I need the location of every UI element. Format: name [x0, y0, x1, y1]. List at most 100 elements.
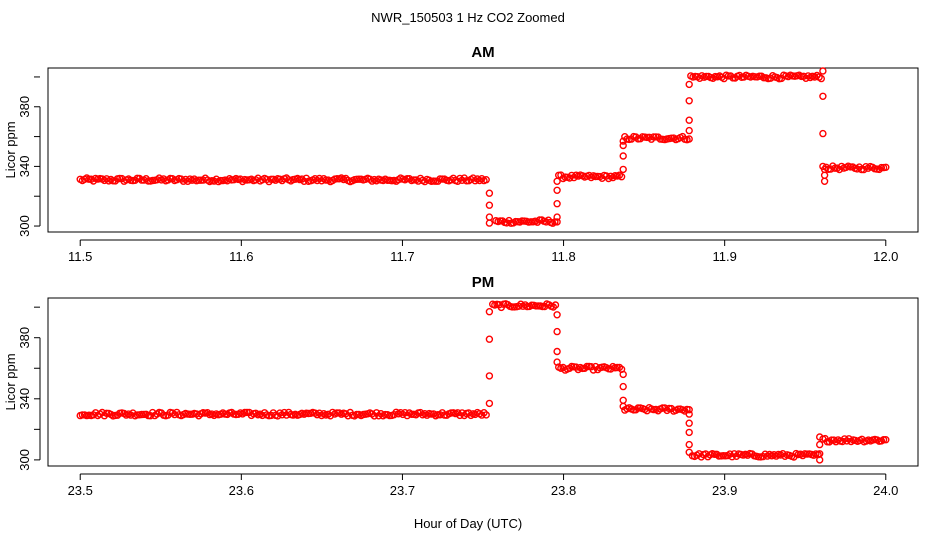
- pm-data-point: [515, 302, 523, 310]
- pm-transition-point: [553, 311, 561, 319]
- pm-transition-point: [685, 448, 693, 456]
- pm-y-tick-label: 380: [17, 327, 32, 349]
- am-transition-point: [619, 141, 627, 150]
- am-data-point: [553, 218, 561, 226]
- am-transition-point: [685, 97, 693, 105]
- am-x-tick-label: 11.9: [712, 249, 736, 264]
- pm-transition-point: [685, 419, 693, 427]
- pm-panel: PM 23.5 23.6 23.7 23.8 23.9 24.0 300 340 380 Licor…: [3, 274, 919, 498]
- am-transition-point: [553, 177, 561, 186]
- main-title: NWR_150503 1 Hz CO2 Zoomed: [371, 10, 565, 25]
- pm-transition-point: [685, 428, 693, 437]
- am-y-axis-label: Licor ppm: [3, 121, 18, 178]
- am-transition-point: [619, 165, 627, 174]
- am-panel: AM 11.5 11.6 11.7 11.8 11.9 12.0 300 340 380 Licor…: [3, 44, 919, 264]
- am-data-point: [184, 177, 192, 186]
- am-data-point: [882, 163, 890, 172]
- am-transition-point: [819, 129, 827, 138]
- am-data-point: [194, 176, 203, 184]
- am-transition-point: [485, 219, 494, 227]
- am-transition-point: [820, 177, 829, 186]
- pm-data-point: [551, 301, 560, 309]
- am-transition-point: [485, 189, 494, 197]
- pm-data-point: [416, 408, 425, 417]
- am-data-point: [877, 163, 886, 172]
- am-transition-point: [485, 213, 494, 221]
- pm-transition-point: [685, 410, 693, 418]
- am-data-point: [817, 74, 825, 83]
- am-data-points: [76, 67, 890, 227]
- am-transition-point: [685, 80, 693, 89]
- pm-transition-point: [619, 370, 627, 379]
- pm-data-point: [583, 362, 591, 371]
- pm-data-point: [480, 409, 488, 417]
- pm-transition-point: [553, 347, 561, 356]
- pm-transition-point: [816, 450, 824, 458]
- pm-x-tick-label: 24.0: [873, 483, 898, 498]
- pm-x-tick-label: 23.9: [712, 483, 737, 498]
- pm-transition-point: [816, 433, 824, 441]
- pm-transition-point: [619, 396, 627, 404]
- am-x-tick-label: 12.0: [873, 249, 898, 264]
- am-data-point: [298, 175, 306, 183]
- am-transition-point: [553, 213, 561, 221]
- am-transition-point: [619, 137, 627, 145]
- am-x-tick-label: 11.6: [229, 249, 253, 264]
- am-data-point: [403, 174, 411, 183]
- pm-data-point: [882, 436, 890, 444]
- am-data-point: [650, 133, 658, 141]
- am-data-point: [755, 72, 764, 80]
- pm-transition-point: [485, 308, 494, 316]
- am-x-tick-label: 11.8: [551, 249, 575, 264]
- pm-transition-point: [619, 382, 627, 391]
- pm-plot-frame: [47, 297, 919, 467]
- pm-y-tick-label: 340: [17, 388, 32, 410]
- am-transition-point: [685, 126, 693, 135]
- pm-data-point: [482, 411, 490, 419]
- am-data-point: [685, 135, 693, 143]
- am-transition-point: [485, 201, 494, 209]
- am-transition-point: [553, 199, 561, 208]
- pm-data-point: [710, 450, 719, 458]
- pm-transition-point: [553, 327, 561, 336]
- pm-data-point: [170, 410, 179, 419]
- am-plot-frame: [47, 67, 919, 233]
- pm-transition-point: [485, 372, 494, 380]
- am-data-point: [846, 163, 855, 171]
- pm-data-point: [634, 404, 642, 412]
- pm-panel-title: PM: [472, 274, 495, 291]
- am-panel-title: AM: [471, 44, 494, 61]
- am-transition-point: [819, 92, 827, 101]
- pm-x-tick-label: 23.6: [229, 483, 254, 498]
- am-data-point: [535, 216, 544, 224]
- pm-transition-point: [553, 358, 561, 366]
- pm-y-axis-label: Licor ppm: [3, 353, 18, 410]
- pm-data-point: [278, 411, 286, 419]
- pm-data-point: [685, 406, 693, 414]
- pm-data-point: [879, 436, 888, 444]
- x-axis-label: Hour of Day (UTC): [414, 516, 522, 531]
- pm-transition-point: [685, 440, 693, 449]
- pm-x-tick-label: 23.5: [68, 483, 93, 498]
- am-x-tick-label: 11.5: [68, 249, 92, 264]
- pm-transition-point: [619, 402, 627, 411]
- am-data-point: [482, 175, 490, 184]
- am-y-tick-label: 380: [17, 96, 32, 118]
- am-data-point: [410, 176, 418, 184]
- pm-transition-point: [485, 399, 494, 408]
- am-data-point: [137, 176, 146, 184]
- pm-y-tick-label: 300: [17, 449, 32, 471]
- am-data-point: [667, 134, 676, 142]
- pm-data-point: [407, 410, 416, 418]
- pm-transition-point: [485, 335, 494, 343]
- am-data-point: [617, 172, 626, 181]
- am-transition-point: [819, 67, 827, 75]
- am-transition-point: [685, 116, 693, 124]
- am-data-point: [438, 175, 446, 183]
- am-x-tick-label: 11.7: [390, 249, 414, 264]
- am-transition-point: [619, 152, 627, 160]
- pm-transition-point: [816, 440, 824, 449]
- am-y-tick-label: 300: [17, 215, 32, 237]
